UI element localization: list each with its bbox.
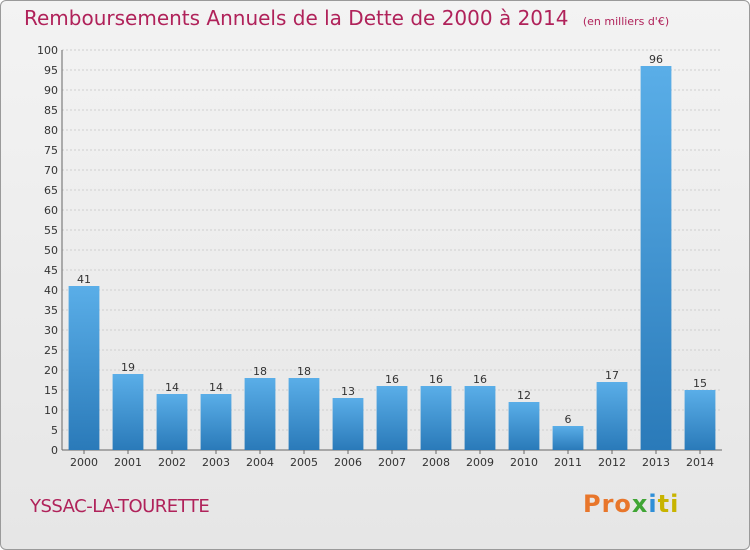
bar-value-label: 16 xyxy=(473,373,487,386)
y-tick-label: 45 xyxy=(44,264,58,277)
bar-value-label: 13 xyxy=(341,385,355,398)
y-tick-label: 70 xyxy=(44,164,58,177)
x-tick-label: 2012 xyxy=(598,456,626,469)
chart-title: Remboursements Annuels de la Dette de 20… xyxy=(24,6,669,30)
chart-subtitle: (en milliers d'€) xyxy=(582,15,670,28)
chart-title-text: Remboursements Annuels de la Dette de 20… xyxy=(24,6,569,30)
commune-name: YSSAC-LA-TOURETTE xyxy=(30,496,210,517)
logo-part-1: Pro xyxy=(583,490,632,518)
y-tick-label: 55 xyxy=(44,224,58,237)
y-tick-label: 35 xyxy=(44,304,58,317)
bar-value-label: 12 xyxy=(517,389,531,402)
bar xyxy=(640,66,672,450)
y-tick-label: 60 xyxy=(44,204,58,217)
bar-value-label: 96 xyxy=(649,53,663,66)
bar xyxy=(200,394,232,450)
y-tick-label: 50 xyxy=(44,244,58,257)
x-tick-label: 2013 xyxy=(642,456,670,469)
proxiti-logo: Proxiti xyxy=(583,490,679,518)
bar xyxy=(464,386,496,450)
logo-part-4: ti xyxy=(657,490,680,518)
x-tick-label: 2001 xyxy=(114,456,142,469)
bar xyxy=(244,378,276,450)
x-tick-label: 2002 xyxy=(158,456,186,469)
bar-value-label: 18 xyxy=(253,365,267,378)
x-tick-label: 2005 xyxy=(290,456,318,469)
bar-value-label: 14 xyxy=(165,381,179,394)
y-tick-label: 65 xyxy=(44,184,58,197)
y-tick-label: 30 xyxy=(44,324,58,337)
bar xyxy=(508,402,540,450)
bar xyxy=(68,286,100,450)
x-tick-label: 2014 xyxy=(686,456,714,469)
y-tick-label: 5 xyxy=(51,424,58,437)
x-tick-label: 2003 xyxy=(202,456,230,469)
x-tick-label: 2010 xyxy=(510,456,538,469)
y-tick-label: 40 xyxy=(44,284,58,297)
y-tick-label: 80 xyxy=(44,124,58,137)
bar xyxy=(112,374,144,450)
x-tick-label: 2009 xyxy=(466,456,494,469)
bar-value-label: 14 xyxy=(209,381,223,394)
logo-part-3: i xyxy=(648,490,658,518)
bar xyxy=(420,386,452,450)
bar-value-label: 41 xyxy=(77,273,91,286)
bar xyxy=(376,386,408,450)
bar xyxy=(332,398,364,450)
x-tick-label: 2008 xyxy=(422,456,450,469)
y-tick-label: 75 xyxy=(44,144,58,157)
bar xyxy=(156,394,188,450)
bar-value-label: 15 xyxy=(693,377,707,390)
bar-value-label: 16 xyxy=(429,373,443,386)
y-tick-label: 20 xyxy=(44,364,58,377)
y-tick-label: 15 xyxy=(44,384,58,397)
bar xyxy=(552,426,584,450)
x-tick-label: 2000 xyxy=(70,456,98,469)
bar-value-label: 6 xyxy=(565,413,572,426)
y-tick-label: 0 xyxy=(51,444,58,457)
x-tick-label: 2011 xyxy=(554,456,582,469)
bar-value-label: 16 xyxy=(385,373,399,386)
bar xyxy=(288,378,320,450)
x-tick-label: 2006 xyxy=(334,456,362,469)
y-tick-label: 95 xyxy=(44,64,58,77)
y-tick-label: 85 xyxy=(44,104,58,117)
logo-part-2: x xyxy=(631,490,649,518)
bar-value-label: 17 xyxy=(605,369,619,382)
y-tick-label: 90 xyxy=(44,84,58,97)
y-tick-label: 25 xyxy=(44,344,58,357)
y-tick-label: 10 xyxy=(44,404,58,417)
x-tick-label: 2004 xyxy=(246,456,274,469)
x-tick-label: 2007 xyxy=(378,456,406,469)
bar xyxy=(596,382,628,450)
bar-value-label: 19 xyxy=(121,361,135,374)
bar xyxy=(684,390,716,450)
y-tick-label: 100 xyxy=(37,44,58,57)
bar-value-label: 18 xyxy=(297,365,311,378)
